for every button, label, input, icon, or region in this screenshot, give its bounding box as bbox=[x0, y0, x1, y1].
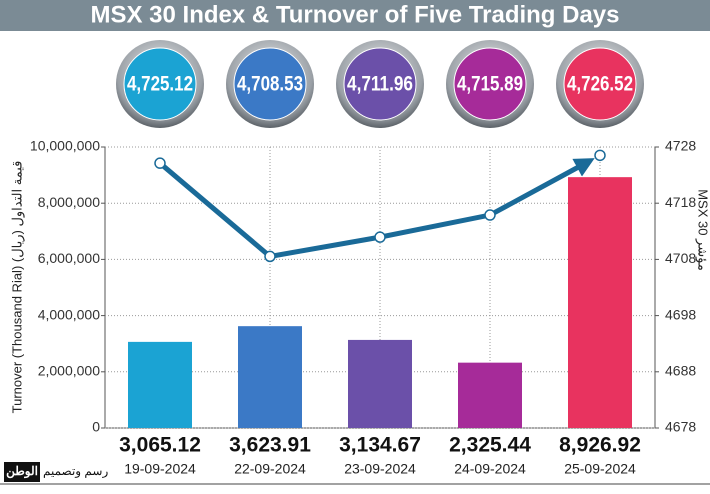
logo: الوطن bbox=[6, 464, 38, 479]
index-point bbox=[485, 210, 495, 220]
y2-tick-label: 4728 bbox=[665, 138, 696, 154]
index-point bbox=[155, 158, 165, 168]
y-tick-label: 6,000,000 bbox=[38, 250, 100, 266]
y-tick-label: 0 bbox=[92, 419, 100, 435]
y-tick-label: 8,000,000 bbox=[38, 194, 100, 210]
bar bbox=[458, 363, 522, 428]
index-point bbox=[265, 251, 275, 261]
index-value-label: 4,708.53 bbox=[237, 73, 303, 96]
y2-tick-label: 4698 bbox=[665, 306, 696, 322]
index-value-label: 4,725.12 bbox=[127, 73, 193, 96]
index-point bbox=[375, 232, 385, 242]
x-tick-label: 23-09-2024 bbox=[344, 461, 416, 477]
bar bbox=[128, 342, 192, 428]
y2-tick-label: 4688 bbox=[665, 363, 696, 379]
bar-value-label: 3,065.12 bbox=[119, 434, 201, 457]
credit: رسم وتصميم bbox=[43, 464, 108, 478]
index-line bbox=[160, 162, 588, 256]
bar-value-label: 3,134.67 bbox=[339, 434, 421, 457]
bar-value-label: 2,325.44 bbox=[449, 434, 531, 457]
chart: MSX 30 Index & Turnover of Five Trading … bbox=[0, 0, 710, 494]
y2-tick-label: 4718 bbox=[665, 194, 696, 210]
y2-tick-label: 4678 bbox=[665, 419, 696, 435]
y-tick-label: 2,000,000 bbox=[38, 363, 100, 379]
index-value-label: 4,711.96 bbox=[347, 73, 413, 96]
y2-tick-label: 4708 bbox=[665, 250, 696, 266]
y2-axis-label: MSX 30 مؤشر bbox=[695, 189, 710, 271]
x-tick-label: 25-09-2024 bbox=[564, 461, 636, 477]
x-tick-label: 24-09-2024 bbox=[454, 461, 526, 477]
x-tick-label: 22-09-2024 bbox=[234, 461, 306, 477]
bar-value-label: 8,926.92 bbox=[559, 434, 641, 457]
index-value-label: 4,715.89 bbox=[457, 73, 523, 96]
bar bbox=[348, 340, 412, 428]
bar bbox=[568, 177, 632, 428]
chart-title: MSX 30 Index & Turnover of Five Trading … bbox=[90, 1, 619, 28]
y-tick-label: 10,000,000 bbox=[30, 138, 100, 154]
index-value-label: 4,726.52 bbox=[567, 73, 633, 96]
index-point bbox=[595, 150, 605, 160]
y-axis-label: Turnover (Thousand Rial) قيمة التداول (ر… bbox=[9, 161, 25, 414]
bar bbox=[238, 326, 302, 428]
y-tick-label: 4,000,000 bbox=[38, 306, 100, 322]
bar-value-label: 3,623.91 bbox=[229, 434, 311, 457]
x-tick-label: 19-09-2024 bbox=[124, 461, 196, 477]
